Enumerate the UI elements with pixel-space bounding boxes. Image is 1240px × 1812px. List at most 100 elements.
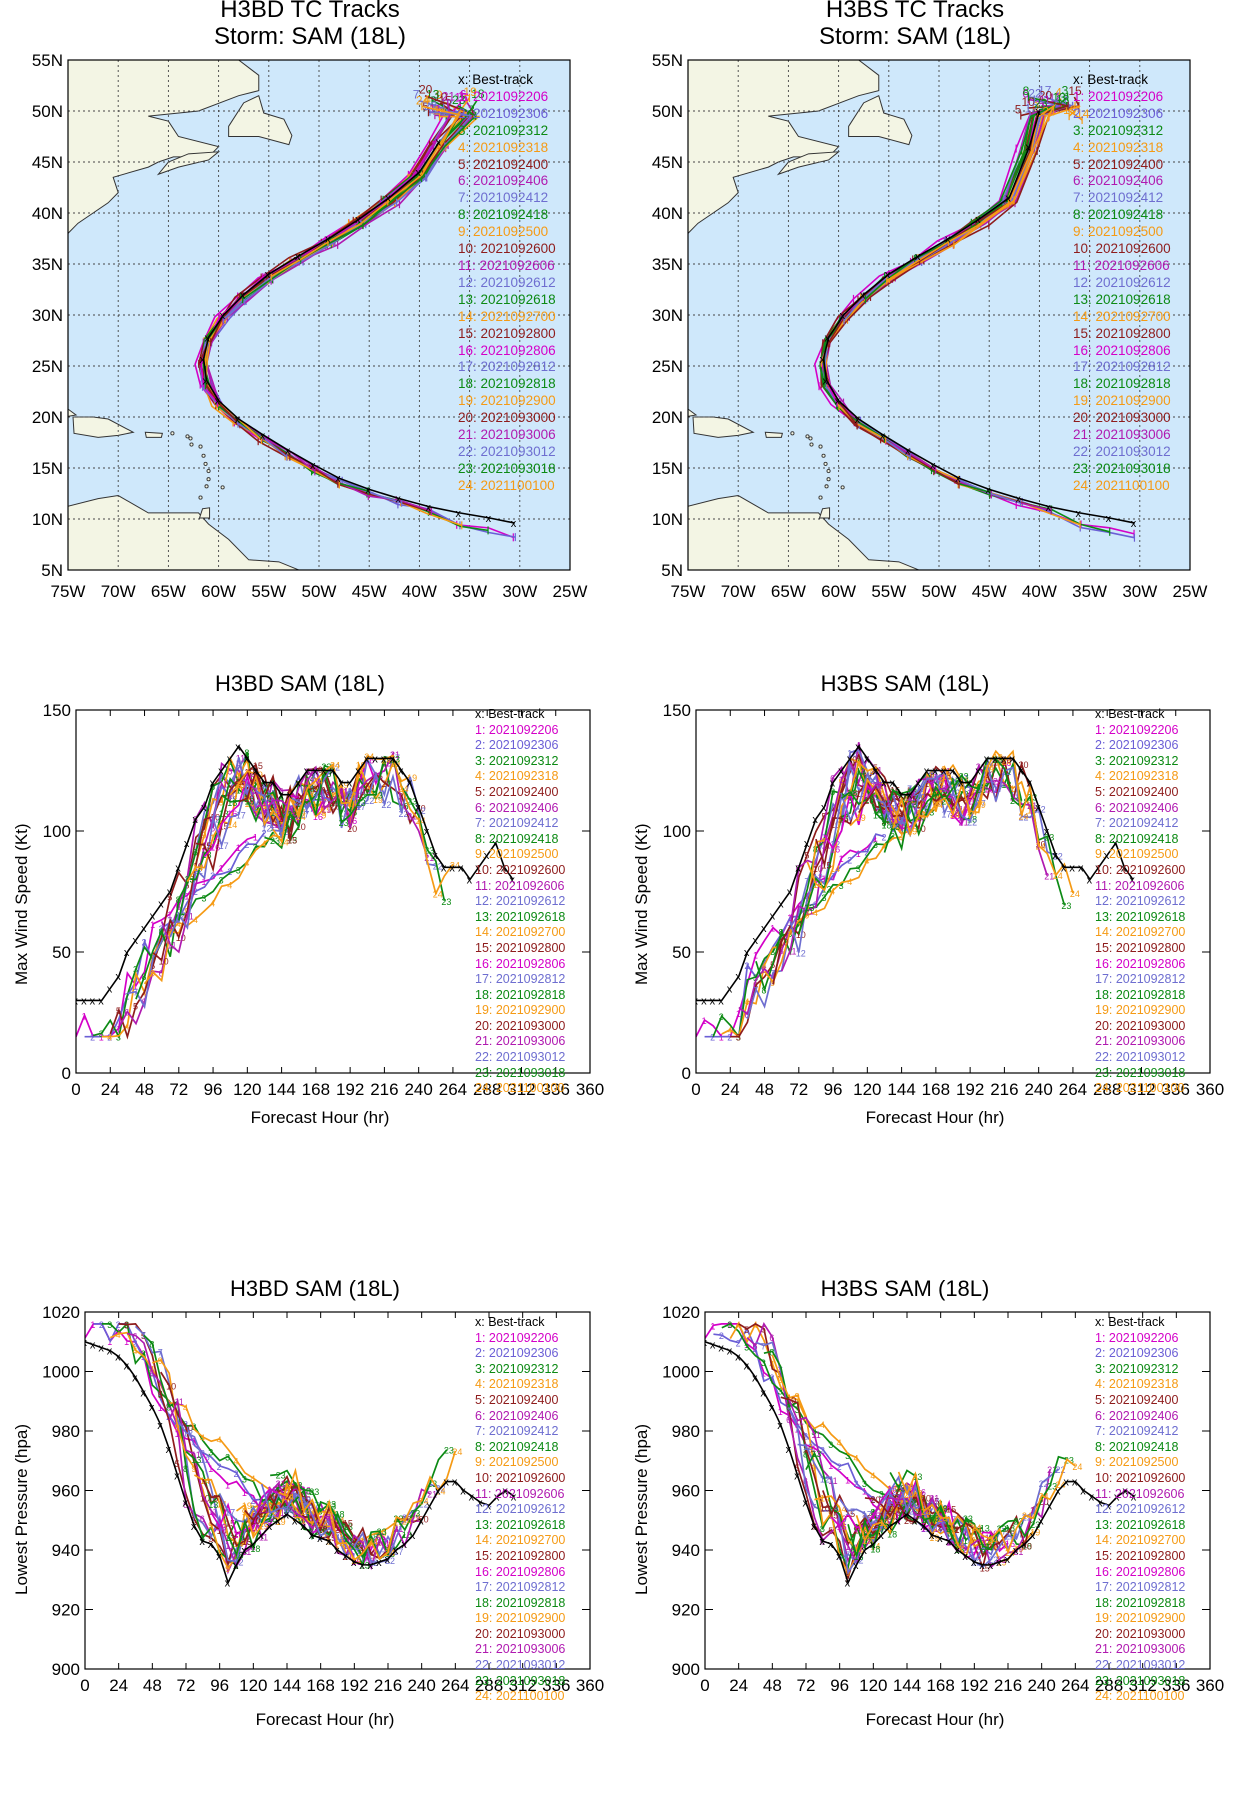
series-marker: 18 [950, 776, 960, 786]
plot-frame [67, 59, 571, 571]
series-marker: 11 [804, 907, 813, 917]
best-track-marker: x [975, 214, 981, 226]
series-marker: 15 [856, 789, 866, 799]
series-marker: 16 [854, 1523, 864, 1533]
series-marker: 1 [702, 1016, 707, 1026]
series-marker: 24 [452, 1447, 462, 1457]
legend-best-track: x: Best-track [1095, 707, 1165, 721]
series-marker: 21 [304, 777, 314, 787]
series-marker: 14 [227, 820, 237, 830]
series-marker: 21 [287, 804, 297, 814]
series-marker: 17 [980, 1544, 990, 1554]
best-track-marker: x [907, 790, 913, 802]
series-marker: 5 [191, 1515, 196, 1525]
tick-label: 0 [80, 1676, 89, 1695]
series-marker: 23 [997, 1524, 1007, 1534]
newfoundland-land [228, 94, 293, 146]
best-track-marker: x [203, 375, 209, 387]
series-marker: 17 [242, 1518, 252, 1528]
legend-entry: 1: 2021092206 [475, 722, 559, 737]
series-marker: 4 [847, 877, 852, 887]
series-marker: 7 [770, 968, 775, 978]
series-marker: 6 [200, 1514, 205, 1524]
series-marker: 10 [899, 809, 909, 819]
series-marker: 22 [335, 1532, 345, 1542]
series-marker: 1 [175, 1429, 180, 1439]
series-marker: 8 [779, 928, 784, 938]
series-marker: 22 [881, 799, 891, 809]
x-axis-label: Forecast Hour (hr) [865, 1710, 1005, 1729]
best-track-marker: x [1021, 1539, 1027, 1551]
series-marker: 24 [1005, 1548, 1015, 1558]
best-track-marker: x [484, 850, 490, 862]
series-marker: 22 [887, 1487, 897, 1497]
series-marker: 1 [116, 1024, 121, 1034]
series-marker: 9 [259, 1510, 264, 1520]
island [840, 485, 845, 490]
series-marker: 18 [335, 1509, 345, 1519]
best-track-marker: x [770, 911, 776, 923]
legend-entry: 8: 2021092418 [458, 207, 549, 223]
series-marker: 3 [719, 1012, 724, 1022]
series-marker: 12 [217, 1522, 227, 1532]
series-marker: 18 [284, 1505, 294, 1515]
legend: x: Best-track 1: 2021092206 2: 2021092306 3… [475, 707, 565, 1097]
series-marker: 1 [710, 1321, 715, 1331]
series-marker: 13 [242, 1537, 252, 1547]
best-track-marker: x [381, 753, 387, 765]
series-marker: 19 [373, 795, 383, 805]
series-marker: 2 [803, 1432, 808, 1442]
legend-entry: 8: 2021092418 [475, 831, 559, 846]
series-marker: 3 [208, 1447, 213, 1457]
best-track-marker: x [124, 1361, 130, 1373]
series-marker: 9 [912, 1504, 917, 1514]
series-marker: 20 [870, 1495, 880, 1505]
legend-entry: 20: 2021093000 [458, 410, 556, 426]
forecast-track [242, 105, 478, 300]
series-marker: 9 [822, 836, 827, 846]
series-marker: 7 [133, 988, 138, 998]
legend-entry: 7: 2021092412 [1073, 190, 1164, 206]
series-marker: 22 [1056, 1465, 1066, 1475]
best-track-marker: x [365, 484, 371, 496]
series-marker: 24 [364, 752, 374, 762]
series-marker: 11 [787, 947, 796, 957]
series-marker: 19 [276, 1517, 286, 1527]
best-track-marker: x [920, 1521, 926, 1533]
legend-entry: 13: 2021092618 [475, 1517, 566, 1532]
series-marker: 17 [304, 804, 314, 814]
series-marker: 17 [287, 803, 297, 813]
series-marker: 16 [296, 794, 306, 804]
legend-entry: 10: 2021092600 [1073, 241, 1171, 257]
series-marker: 10 [166, 1382, 176, 1392]
legend-entry: 16: 2021092806 [1073, 342, 1171, 358]
series-marker: 2 [864, 847, 869, 857]
legend-entry: 12: 2021092612 [1095, 1502, 1186, 1517]
series-marker: 21 [321, 804, 331, 814]
tick-label: 25N [32, 357, 63, 376]
legend-entry: 14: 2021092700 [1095, 925, 1186, 940]
tick-label: 24 [729, 1676, 748, 1695]
series-marker: 1 [124, 1337, 129, 1347]
series-marker: 7 [158, 1347, 163, 1357]
series-marker: 22 [1019, 812, 1029, 822]
track-end-label: 9 [436, 88, 443, 102]
best-track-marker: x [880, 430, 886, 442]
series-marker: 22 [1039, 1479, 1049, 1489]
series-marker: 7 [219, 771, 224, 781]
series-marker: 19 [896, 1496, 906, 1506]
x-axis-label: Forecast Hour (hr) [250, 1108, 390, 1127]
legend-entry: 10: 2021092600 [1095, 1470, 1186, 1485]
series-marker: 9 [167, 928, 172, 938]
tick-label: 55W [251, 582, 286, 601]
tick-label: 60W [201, 582, 236, 601]
series-marker: 4 [744, 997, 749, 1007]
tick-label: 65W [151, 582, 186, 601]
series-marker: 20 [330, 801, 340, 811]
best-track-marker: x [710, 1340, 716, 1352]
legend-entry: 6: 2021092406 [1073, 173, 1164, 189]
series-marker: 23 [407, 796, 417, 806]
tick-label: 48 [755, 1080, 774, 1099]
best-track-marker: x [962, 1551, 968, 1563]
best-track-marker: x [1052, 850, 1058, 862]
